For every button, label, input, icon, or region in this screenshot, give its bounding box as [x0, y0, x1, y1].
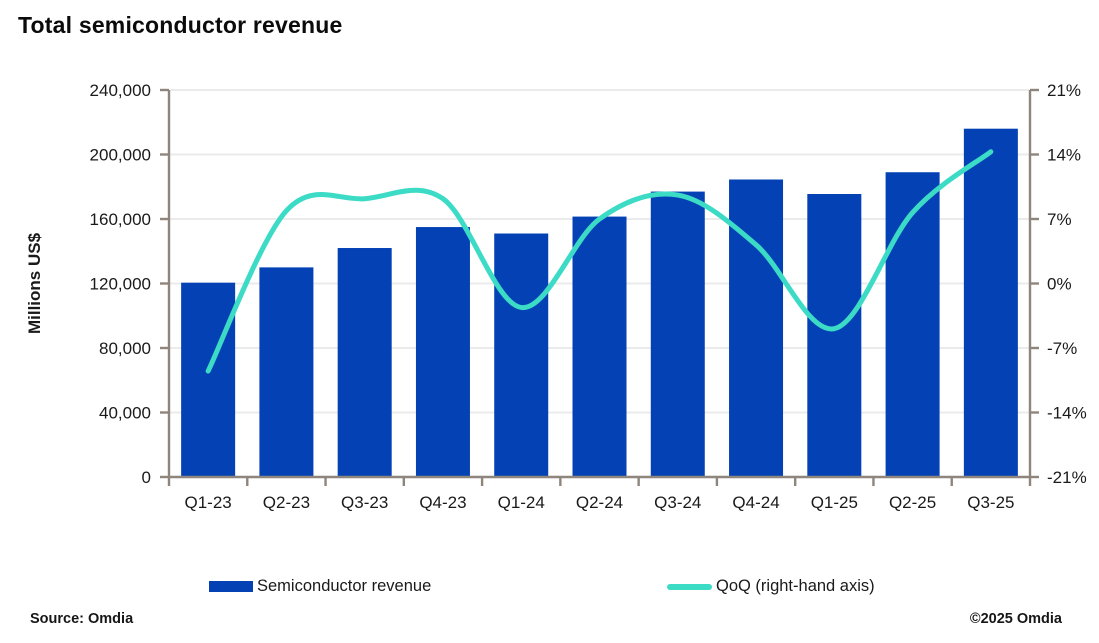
bar-Q1-23 — [181, 282, 236, 477]
legend-label-qoq: QoQ (right-hand axis) — [716, 577, 875, 595]
bar-Q4-23 — [415, 227, 470, 477]
chart-canvas: 0 40,000 80,000 120,000 160,000 200,000 240,00… — [25, 81, 1087, 512]
bar-Q4-24 — [729, 179, 784, 477]
x-tick-label: Q1-23 — [185, 493, 232, 512]
legend-bar-swatch — [209, 581, 253, 592]
y-right-tick-label: 14% — [1047, 146, 1081, 165]
legend-label-revenue: Semiconductor revenue — [257, 577, 432, 595]
y-left-tick-label: 120,000 — [90, 275, 151, 294]
y-axis-title: Millions US$ — [25, 232, 44, 334]
page-title: Total semiconductor revenue — [18, 12, 343, 38]
y-left-tick-label: 0 — [142, 468, 151, 487]
x-tick-label: Q1-24 — [498, 493, 545, 512]
x-tick-label: Q3-23 — [341, 493, 388, 512]
bar-Q2-24 — [572, 216, 627, 478]
x-tick-label: Q4-24 — [732, 493, 779, 512]
x-tick-label: Q4-23 — [419, 493, 466, 512]
bar-Q3-25 — [963, 128, 1018, 477]
copyright-note: ©2025 Omdia — [969, 611, 1062, 627]
y-left-tick-label: 160,000 — [90, 210, 151, 229]
x-tick-label: Q2-24 — [576, 493, 623, 512]
y-left-tick-label: 240,000 — [90, 81, 151, 100]
y-right-tick-label: 0% — [1047, 275, 1072, 294]
y-right-tick-label: -14% — [1047, 404, 1087, 423]
x-tick-label: Q2-23 — [263, 493, 310, 512]
bar-Q2-23 — [259, 267, 314, 477]
bar-Q1-24 — [494, 233, 549, 477]
y-left-tick-label: 80,000 — [99, 339, 151, 358]
y-left-tick-label: 200,000 — [90, 146, 151, 165]
qoq-line — [205, 149, 994, 374]
y-right-tick-label: 7% — [1047, 210, 1072, 229]
bar-Q2-25 — [885, 172, 940, 478]
x-tick-label: Q2-25 — [889, 493, 936, 512]
x-tick-label: Q3-25 — [967, 493, 1014, 512]
y-right-tick-label: 21% — [1047, 81, 1081, 100]
y-left-tick-label: 40,000 — [99, 404, 151, 423]
x-tick-label: Q3-24 — [654, 493, 701, 512]
x-tick-label: Q1-25 — [811, 493, 858, 512]
source-note: Source: Omdia — [30, 611, 134, 627]
y-right-tick-label: -21% — [1047, 468, 1087, 487]
y-right-tick-label: -7% — [1047, 339, 1077, 358]
bar-Q1-25 — [807, 194, 862, 477]
bar-Q3-23 — [337, 248, 392, 477]
bar-Q3-24 — [650, 191, 705, 477]
legend-line-swatch — [667, 584, 712, 590]
